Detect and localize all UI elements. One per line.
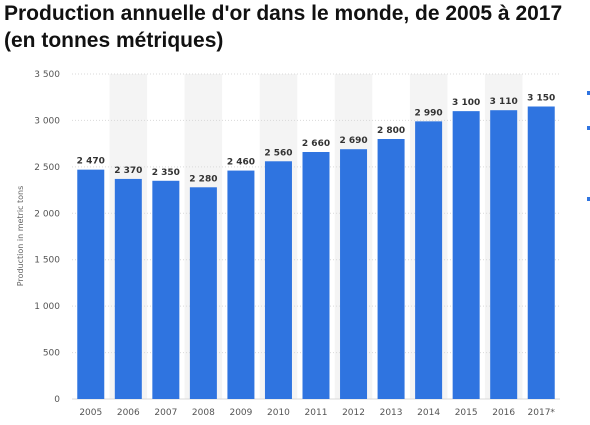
x-tick-label-2005: 2005 xyxy=(79,408,102,418)
x-tick-label-2008: 2008 xyxy=(192,408,215,418)
value-label-2016: 3 110 xyxy=(490,97,518,107)
value-label-2013: 2 800 xyxy=(377,126,405,136)
side-mark-2 xyxy=(587,197,590,201)
value-label-2005: 2 470 xyxy=(77,157,105,167)
y-tick-label: 3 500 xyxy=(34,70,60,80)
bar-2017*[interactable] xyxy=(527,106,555,400)
bar-2007[interactable] xyxy=(152,180,180,399)
y-axis-title: Production in metric tons xyxy=(16,186,25,287)
bar-2016[interactable] xyxy=(490,110,518,399)
bar-2005[interactable] xyxy=(77,169,105,399)
x-tick-label-2016: 2016 xyxy=(492,408,515,418)
value-label-2011: 2 660 xyxy=(302,139,330,149)
x-tick-label-2006: 2006 xyxy=(117,408,140,418)
side-mark-0 xyxy=(587,91,590,95)
side-mark-1 xyxy=(587,126,590,130)
value-label-2010: 2 560 xyxy=(264,148,292,158)
y-tick-label: 1 500 xyxy=(34,256,60,266)
y-tick-label: 0 xyxy=(54,395,60,405)
y-tick-label: 2 000 xyxy=(34,209,60,219)
value-label-2015: 3 100 xyxy=(452,98,480,108)
x-tick-label-2009: 2009 xyxy=(229,408,252,418)
chart-title-line-1: Production annuelle d'or dans le monde, … xyxy=(4,2,563,25)
y-tick-label: 2 500 xyxy=(34,163,60,173)
value-label-2009: 2 460 xyxy=(227,158,255,168)
x-axis-ticks: 2005 2006 2007 2008 2009 2010 2011 2012 2013 2014… xyxy=(79,408,555,418)
x-tick-label-2007: 2007 xyxy=(154,408,177,418)
value-label-2012: 2 690 xyxy=(339,136,367,146)
value-label-2007: 2 350 xyxy=(152,168,180,178)
bar-2012[interactable] xyxy=(340,149,368,399)
y-tick-label: 3 000 xyxy=(34,116,60,126)
x-tick-label-2010: 2010 xyxy=(267,408,290,418)
x-tick-label-2014: 2014 xyxy=(417,408,440,418)
side-marks xyxy=(587,91,590,201)
value-labels: 2 470 2 370 2 350 2 280 2 460 2 560 2 660 2 690… xyxy=(77,94,556,185)
x-tick-label-2015: 2015 xyxy=(455,408,478,418)
bar-2013[interactable] xyxy=(377,139,405,399)
bar-2008[interactable] xyxy=(189,187,217,399)
bar-2014[interactable] xyxy=(415,121,443,399)
bar-2011[interactable] xyxy=(302,152,330,399)
y-axis-ticks: 0 500 1 000 1 500 2 000 2 500 3 000 3 500 xyxy=(34,70,60,405)
bar-2009[interactable] xyxy=(227,170,255,399)
chart-title: Production annuelle d'or dans le monde, … xyxy=(4,0,590,54)
bar-2006[interactable] xyxy=(114,178,142,399)
bars xyxy=(77,106,555,400)
y-tick-label: 1 000 xyxy=(34,302,60,312)
x-tick-label-2013: 2013 xyxy=(380,408,403,418)
value-label-2014: 2 990 xyxy=(415,108,443,118)
x-tick-label-2011: 2011 xyxy=(305,408,328,418)
chart-title-line-2: (en tonnes métriques) xyxy=(4,29,224,52)
value-label-2017*: 3 150 xyxy=(527,94,555,104)
bar-2015[interactable] xyxy=(452,111,480,400)
value-label-2008: 2 280 xyxy=(189,174,217,184)
y-tick-label: 500 xyxy=(43,349,60,359)
x-tick-label-2017*: 2017* xyxy=(528,408,556,418)
value-label-2006: 2 370 xyxy=(114,166,142,176)
x-tick-label-2012: 2012 xyxy=(342,408,365,418)
bar-2010[interactable] xyxy=(264,161,292,399)
